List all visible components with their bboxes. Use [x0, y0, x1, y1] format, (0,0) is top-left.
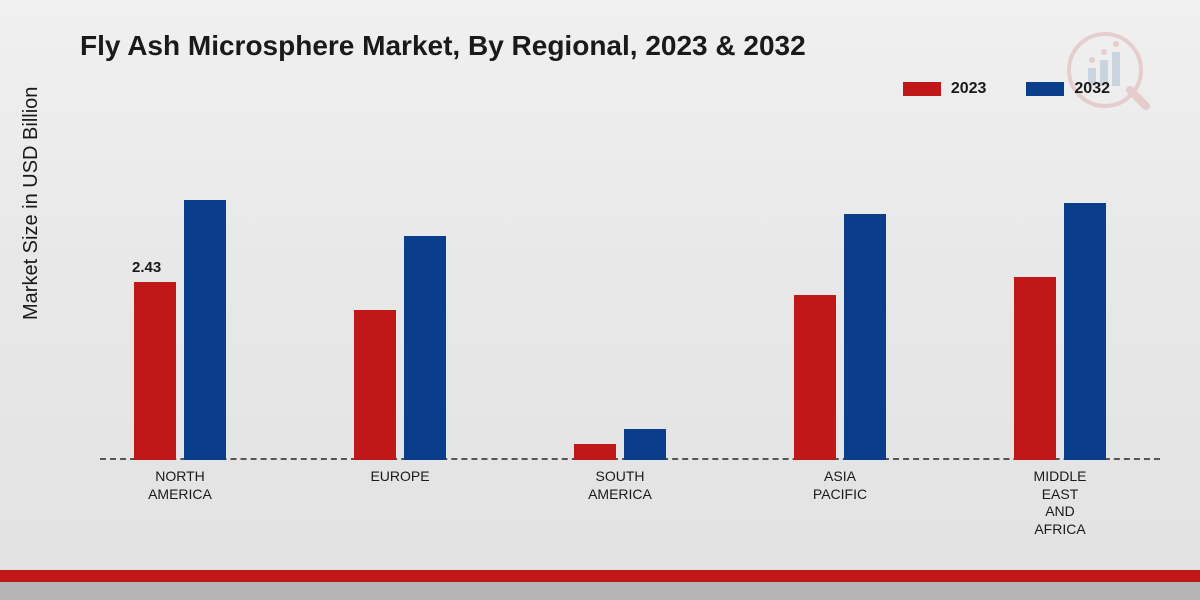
chart-title: Fly Ash Microsphere Market, By Regional,…	[80, 30, 806, 62]
chart-page: Fly Ash Microsphere Market, By Regional,…	[0, 0, 1200, 600]
bar-group	[550, 429, 690, 460]
x-axis-label: SOUTH AMERICA	[550, 468, 690, 503]
x-axis-label: ASIA PACIFIC	[770, 468, 910, 503]
y-axis-label: Market Size in USD Billion	[20, 87, 43, 320]
bar-chart: 2.43	[100, 130, 1160, 460]
bar-2032	[844, 214, 886, 460]
bar-2023	[794, 295, 836, 460]
x-axis-label: MIDDLE EAST AND AFRICA	[990, 468, 1130, 538]
x-axis-label: NORTH AMERICA	[110, 468, 250, 503]
bar-2032	[624, 429, 666, 460]
bar-group	[990, 203, 1130, 460]
legend-item-2023: 2023	[903, 80, 987, 98]
bar-group	[330, 236, 470, 460]
footer-accent-red	[0, 570, 1200, 582]
legend-swatch-2032	[1026, 82, 1064, 96]
bar-group	[770, 214, 910, 460]
legend-label-2032: 2032	[1074, 80, 1110, 98]
legend-label-2023: 2023	[951, 80, 987, 98]
footer-accent-grey	[0, 582, 1200, 600]
watermark-logo	[1060, 30, 1150, 115]
legend-item-2032: 2032	[1026, 80, 1110, 98]
bar-2023	[354, 310, 396, 460]
bar-2032	[184, 200, 226, 460]
bar-2032	[404, 236, 446, 460]
legend-swatch-2023	[903, 82, 941, 96]
x-axis-labels: NORTH AMERICA EUROPE SOUTH AMERICA ASIA PAC…	[100, 468, 1160, 548]
bar-2032	[1064, 203, 1106, 460]
x-axis-label: EUROPE	[330, 468, 470, 486]
bar-2023	[574, 444, 616, 460]
bar-value-label: 2.43	[132, 259, 161, 276]
bar-2023	[134, 282, 176, 460]
bar-group: 2.43	[110, 200, 250, 460]
bar-2023	[1014, 277, 1056, 460]
legend: 2023 2032	[903, 80, 1110, 98]
